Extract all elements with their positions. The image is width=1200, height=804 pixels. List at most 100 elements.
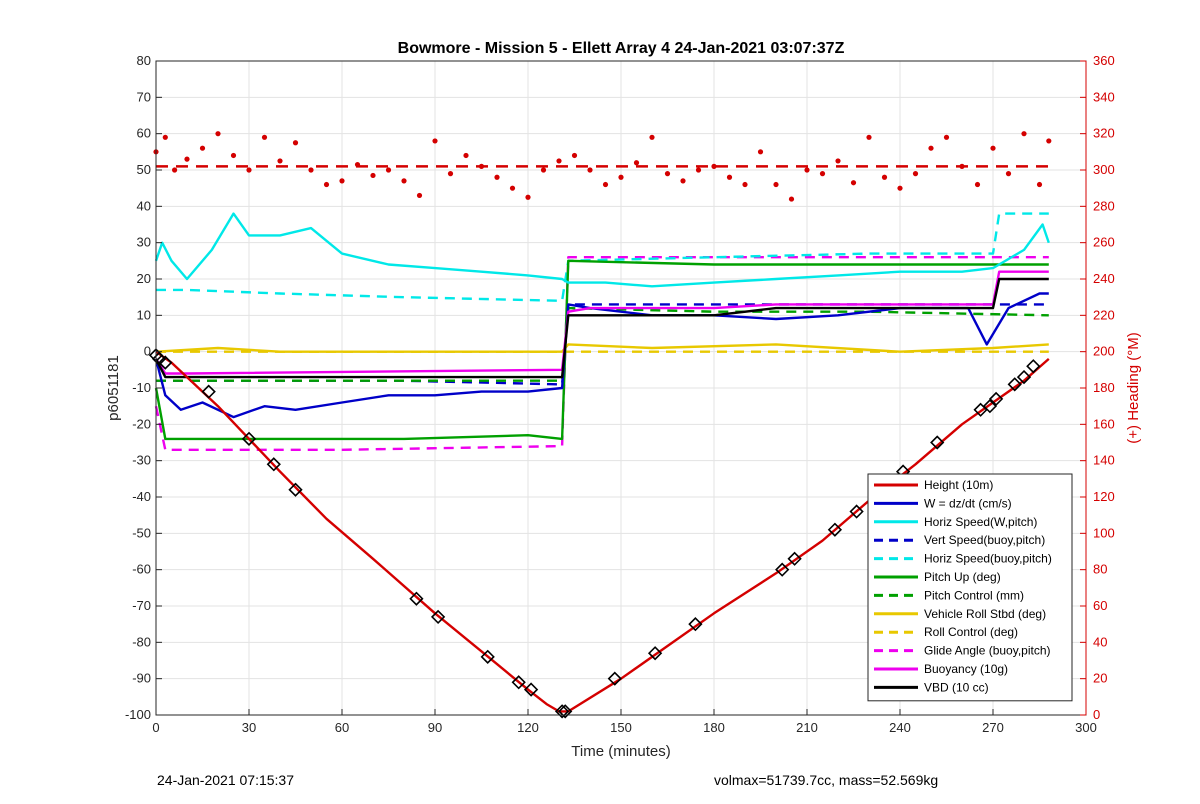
- heading-point: [571, 152, 578, 159]
- x-axis-ticks: 0 30 60 90 120 150 180 210 240 270 300: [152, 709, 1097, 735]
- heading-point: [695, 167, 702, 173]
- heading-layer: [153, 131, 1056, 202]
- heading-point: [928, 145, 934, 151]
- y2-tick-label: 360: [1093, 53, 1115, 68]
- heading-point: [246, 167, 252, 173]
- heading-point: [385, 167, 392, 173]
- y2-tick-label: 100: [1093, 525, 1115, 540]
- heading-point: [184, 156, 190, 162]
- heading-point: [556, 158, 562, 164]
- legend-label: Horiz Speed(buoy,pitch): [924, 552, 1052, 566]
- dive-marker: [775, 562, 790, 577]
- heading-point: [447, 171, 454, 177]
- heading-point: [649, 134, 655, 140]
- heading-point: [339, 178, 345, 184]
- legend-label: Vehicle Roll Stbd (deg): [924, 607, 1046, 621]
- heading-point: [292, 140, 299, 146]
- heading-point: [1021, 131, 1027, 137]
- heading-point: [757, 149, 764, 155]
- legend-label: W = dz/dt (cm/s): [924, 496, 1012, 510]
- heading-point: [494, 174, 500, 180]
- y2-tick-label: 40: [1093, 634, 1107, 649]
- y-tick-label: -50: [132, 525, 151, 540]
- y2-tick-label: 320: [1093, 126, 1115, 141]
- heading-point: [788, 196, 795, 202]
- dive-marker: [647, 646, 663, 661]
- heading-point: [172, 167, 178, 173]
- legend-label: Height (10m): [924, 478, 993, 492]
- y-tick-label: -90: [132, 671, 151, 686]
- y-tick-label: -30: [132, 453, 151, 468]
- legend-label: Vert Speed(buoy,pitch): [924, 533, 1045, 547]
- heading-point: [308, 167, 314, 173]
- dive-marker: [558, 704, 573, 719]
- y-tick-label: 10: [137, 307, 151, 322]
- heading-point: [401, 178, 407, 184]
- heading-point: [478, 163, 485, 169]
- heading-point: [990, 145, 996, 151]
- y-tick-label: -60: [132, 562, 151, 577]
- x-tick-label: 90: [428, 720, 442, 735]
- legend-label: Pitch Control (mm): [924, 588, 1024, 602]
- y-tick-label: -20: [132, 416, 151, 431]
- dive-marker: [849, 504, 864, 519]
- heading-point: [416, 192, 423, 199]
- x-tick-label: 60: [335, 720, 349, 735]
- legend-label: Pitch Up (deg): [924, 570, 1001, 584]
- dive-marker: [607, 671, 622, 686]
- heading-point: [370, 172, 376, 179]
- legend-label: Horiz Speed(W,pitch): [924, 515, 1037, 529]
- x-tick-label: 240: [889, 720, 911, 735]
- y2-tick-label: 200: [1093, 344, 1115, 359]
- dive-marker: [982, 399, 998, 414]
- heading-point: [819, 171, 826, 177]
- y-tick-label: 60: [137, 126, 151, 141]
- heading-point: [1046, 138, 1052, 144]
- y-tick-label: 70: [137, 89, 151, 104]
- y-tick-label: -80: [132, 634, 151, 649]
- heading-point: [912, 171, 919, 177]
- x-tick-label: 30: [242, 720, 256, 735]
- dive-marker: [523, 682, 539, 697]
- heading-point: [602, 181, 609, 188]
- dive-marker: [1026, 359, 1041, 374]
- y-tick-label: -100: [125, 707, 151, 722]
- heading-point: [773, 181, 779, 188]
- heading-point: [432, 138, 438, 144]
- heading-point: [199, 145, 206, 151]
- series-line: [155, 343, 1049, 353]
- y-axis-label: p6051181: [105, 355, 122, 421]
- dive-marker: [151, 351, 167, 367]
- right-y-axis-ticks: 0 20 40 60 80 100 120 140 160 180 200 220 240 260 280 3…: [1080, 53, 1115, 722]
- series-line: [154, 277, 1049, 379]
- heading-point: [742, 181, 748, 188]
- legend-label: Roll Control (deg): [924, 625, 1018, 639]
- heading-point: [618, 174, 624, 180]
- heading-point: [230, 152, 237, 159]
- x-tick-label: 120: [517, 720, 539, 735]
- dive-marker: [480, 649, 495, 664]
- dive-marker: [158, 355, 173, 370]
- dive-marker: [988, 391, 1004, 407]
- y2-tick-label: 340: [1093, 89, 1115, 104]
- heading-point: [540, 167, 547, 173]
- chart-title: Bowmore - Mission 5 - Ellett Array 4 24-…: [398, 40, 845, 57]
- heading-point: [1036, 181, 1043, 188]
- heading-point: [509, 185, 516, 191]
- y-tick-label: 20: [137, 271, 151, 286]
- dive-marker: [266, 457, 281, 472]
- y-tick-label: -10: [132, 380, 151, 395]
- series-line: [154, 256, 1049, 451]
- y-tick-label: 0: [144, 344, 151, 359]
- y-tick-label: 50: [137, 162, 151, 177]
- heading-point: [633, 160, 640, 166]
- dive-marker: [930, 435, 945, 450]
- heading-point: [463, 152, 469, 159]
- heading-point: [897, 185, 903, 191]
- footer-timestamp: 24-Jan-2021 07:15:37: [157, 772, 294, 788]
- dive-marker: [1016, 369, 1032, 385]
- heading-point: [162, 134, 168, 140]
- dive-marker: [827, 522, 843, 537]
- y2-tick-label: 180: [1093, 380, 1115, 395]
